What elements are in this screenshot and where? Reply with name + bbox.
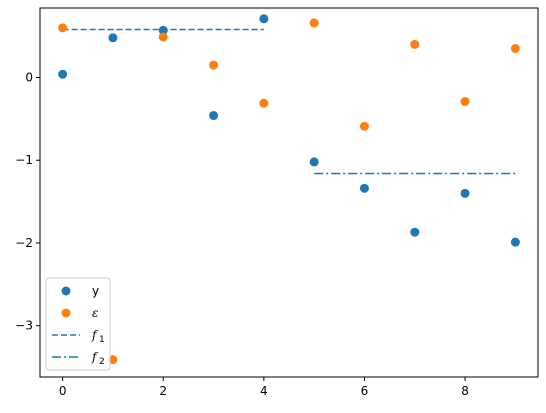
series-0-point — [309, 157, 319, 167]
plot-frame — [39, 7, 539, 378]
y-tick-label: 0 — [25, 70, 33, 84]
series-1-point — [410, 39, 420, 49]
series-1-point — [209, 60, 219, 70]
series-1-point — [359, 121, 369, 131]
legend-box — [45, 277, 111, 371]
series-0-point — [209, 111, 219, 121]
series-1-point — [58, 23, 68, 33]
legend: yεf 1f 2 — [45, 277, 111, 371]
y-tick-label: −3 — [15, 319, 33, 333]
series-1-point — [510, 44, 520, 54]
legend-label-subscript-3: 2 — [99, 357, 105, 367]
series-0-point — [259, 14, 269, 24]
series-1-point — [158, 32, 168, 42]
legend-label-subscript-2: 1 — [99, 335, 105, 345]
legend-label-1: ε — [92, 306, 98, 320]
x-tick-label: 0 — [59, 384, 67, 398]
series-0-point — [510, 237, 520, 247]
series-0-point — [460, 188, 470, 198]
series-0-point — [58, 69, 68, 79]
x-tick-label: 8 — [461, 384, 469, 398]
x-tick-label: 2 — [159, 384, 167, 398]
legend-label-3: f — [91, 350, 99, 364]
series-0-point — [108, 33, 118, 43]
series-1-point — [460, 96, 470, 106]
x-tick-label: 4 — [260, 384, 268, 398]
series-1-point — [309, 18, 319, 28]
series-0-point — [158, 25, 168, 35]
series-1-point — [259, 98, 269, 108]
legend-label-2: f — [91, 328, 99, 342]
series-0-point — [410, 227, 420, 237]
series-0-point — [359, 183, 369, 193]
series-1-point — [108, 355, 118, 365]
legend-label-0: y — [92, 284, 99, 298]
x-tick-label: 6 — [361, 384, 369, 398]
y-tick-label: −2 — [15, 236, 33, 250]
plot-marks — [58, 14, 520, 365]
legend-marker-1 — [61, 308, 71, 318]
y-tick-label: −1 — [15, 153, 33, 167]
axes: 0 2 4 6 8 0 −1 −2 −3 — [15, 70, 469, 398]
legend-marker-0 — [61, 286, 71, 296]
